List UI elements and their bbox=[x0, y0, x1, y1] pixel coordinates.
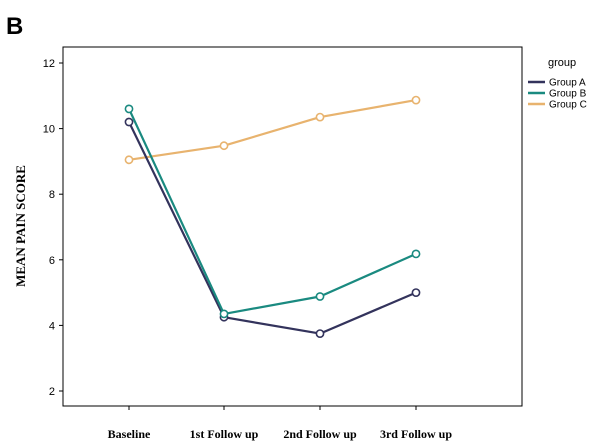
legend-label: Group B bbox=[549, 89, 587, 100]
x-tick-label: 2nd Follow up bbox=[283, 427, 357, 441]
data-point bbox=[219, 141, 229, 151]
data-point bbox=[411, 249, 421, 259]
y-tick-label: 6 bbox=[49, 255, 55, 267]
data-point bbox=[315, 329, 325, 338]
y-tick-label: 4 bbox=[49, 320, 55, 332]
legend-title: group bbox=[548, 57, 576, 69]
data-point bbox=[124, 155, 134, 165]
data-point bbox=[124, 104, 134, 114]
legend-label: Group A bbox=[549, 78, 586, 89]
y-tick-label: 10 bbox=[43, 124, 55, 136]
y-tick-label: 2 bbox=[49, 386, 55, 398]
data-point bbox=[411, 95, 421, 105]
series-line bbox=[128, 121, 417, 335]
data-point bbox=[124, 117, 134, 127]
series-line bbox=[128, 108, 417, 315]
y-tick-label: 8 bbox=[49, 189, 55, 201]
x-tick-label: Baseline bbox=[108, 427, 151, 441]
data-point bbox=[315, 112, 325, 122]
series-line bbox=[128, 99, 417, 161]
series-group bbox=[124, 95, 421, 338]
legend-label: Group C bbox=[549, 100, 587, 111]
x-tick-label: 3rd Follow up bbox=[380, 427, 452, 441]
axis-ticks: 2 4 6 8 10 12 Baseline 1st Follow up 2nd Follow … bbox=[43, 58, 453, 441]
data-point bbox=[219, 309, 229, 319]
panel-label: B bbox=[6, 13, 23, 40]
data-point bbox=[315, 292, 325, 301]
y-tick-label: 12 bbox=[43, 58, 55, 70]
y-axis-title: MEAN PAIN SCORE bbox=[13, 165, 28, 287]
data-point bbox=[411, 288, 421, 297]
x-tick-label: 1st Follow up bbox=[190, 427, 259, 441]
plot-frame bbox=[62, 46, 523, 407]
